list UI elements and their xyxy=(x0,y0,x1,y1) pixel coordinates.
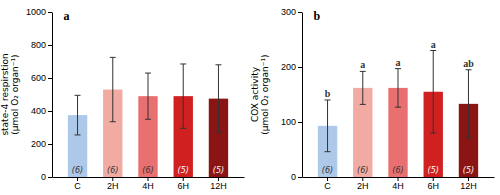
y-tick-mark xyxy=(48,144,52,145)
y-tick-mark xyxy=(48,177,52,178)
x-tick: 12H xyxy=(460,177,477,191)
sig-label: b xyxy=(325,88,331,99)
y-tick: 200 xyxy=(31,139,52,149)
sig-label: a xyxy=(396,57,401,68)
x-tick: 4H xyxy=(142,177,154,191)
panel-title: a xyxy=(64,9,70,23)
sig-label: ab xyxy=(463,58,474,69)
y-tick: 400 xyxy=(31,106,52,116)
sig-label: a xyxy=(431,39,436,50)
x-tick-label: 6H xyxy=(177,181,189,191)
x-tick: C xyxy=(74,177,81,191)
y-tick: 0 xyxy=(41,172,52,182)
n-label: (6) xyxy=(392,166,403,175)
y-tick-mark xyxy=(48,12,52,13)
y-axis-title: state-4 respirstion(μmol O₂ organ⁻¹) xyxy=(0,53,20,135)
error-bar xyxy=(145,73,151,119)
x-tick-label: 12H xyxy=(210,181,227,191)
x-tick-label: 12H xyxy=(460,181,477,191)
y-axis-line xyxy=(302,13,303,178)
y-axis-title: COX activity(μmol O₂ organ⁻¹) xyxy=(250,54,270,134)
y-tick-label: 600 xyxy=(31,73,46,83)
x-tick-label: 4H xyxy=(142,181,154,191)
plot-area xyxy=(68,57,228,177)
y-axis: 0 200 400 600 800 1000 xyxy=(26,7,53,182)
x-tick-label: 4H xyxy=(392,181,404,191)
n-label: (5) xyxy=(463,166,474,175)
y-tick: 800 xyxy=(31,40,52,50)
x-axis: C 2H 4H 6H 12H xyxy=(303,177,495,191)
x-tick-label: 2H xyxy=(107,181,119,191)
panel: 0 200 400 600 800 1000 C 2H 4H 6H 12H (6) (6) (6) (5) (… xyxy=(0,7,245,191)
y-tick-mark xyxy=(48,111,52,112)
panel: 0 100 200 300 C 2H 4H 6H 12H (6) (6) (6) (5) (5) b a a a a… xyxy=(250,7,495,191)
figure: 02004006008001000C2H4H6H12H(6)(6)(6)(5)(… xyxy=(0,0,500,195)
error-bar xyxy=(360,71,366,104)
error-bar xyxy=(325,100,331,152)
error-bar xyxy=(395,69,401,108)
y-tick: 100 xyxy=(281,117,302,127)
x-tick: 2H xyxy=(107,177,119,191)
error-bar xyxy=(110,57,116,121)
y-tick: 600 xyxy=(31,73,52,83)
x-tick-label: 6H xyxy=(427,181,439,191)
error-bar xyxy=(180,64,186,128)
y-tick-mark xyxy=(48,45,52,46)
x-tick-label: C xyxy=(324,181,331,191)
plot-area xyxy=(318,51,478,178)
n-label: (5) xyxy=(428,166,439,175)
y-tick-label: 800 xyxy=(31,40,46,50)
y-tick: 300 xyxy=(281,7,302,17)
y-tick-mark xyxy=(298,12,302,13)
y-tick-label: 0 xyxy=(41,172,46,182)
error-bar xyxy=(430,51,436,134)
y-tick-mark xyxy=(298,67,302,68)
y-tick-mark xyxy=(298,177,302,178)
x-tick-label: C xyxy=(74,181,81,191)
x-tick: 6H xyxy=(177,177,189,191)
n-label: (6) xyxy=(72,166,83,175)
y-tick: 200 xyxy=(281,62,302,72)
y-tick-label: 400 xyxy=(31,106,46,116)
y-tick-label: 200 xyxy=(31,139,46,149)
x-tick: 6H xyxy=(427,177,439,191)
y-tick-label: 100 xyxy=(281,117,296,127)
x-tick: 4H xyxy=(392,177,404,191)
x-tick: 12H xyxy=(210,177,227,191)
error-bar xyxy=(215,65,221,133)
y-tick-mark xyxy=(298,122,302,123)
n-label: (5) xyxy=(178,166,189,175)
y-tick-mark xyxy=(48,78,52,79)
n-label: (6) xyxy=(357,166,368,175)
n-label: (6) xyxy=(107,166,118,175)
x-axis: C 2H 4H 6H 12H xyxy=(53,177,245,191)
x-tick: C xyxy=(324,177,331,191)
y-tick-label: 0 xyxy=(291,172,296,182)
y-tick-label: 300 xyxy=(281,7,296,17)
y-tick-label: 200 xyxy=(281,62,296,72)
y-axis: 0 100 200 300 xyxy=(281,7,303,182)
y-tick: 0 xyxy=(291,172,302,182)
x-tick-label: 2H xyxy=(357,181,369,191)
y-axis-line xyxy=(52,13,53,178)
n-label: (6) xyxy=(142,166,153,175)
n-label: (5) xyxy=(213,166,224,175)
error-bar xyxy=(465,70,471,138)
x-tick: 2H xyxy=(357,177,369,191)
y-tick: 1000 xyxy=(26,7,52,17)
panel-title: b xyxy=(314,9,321,23)
error-bar xyxy=(75,95,81,135)
n-label: (6) xyxy=(322,166,333,175)
y-tick-label: 1000 xyxy=(26,7,46,17)
sig-label: a xyxy=(360,59,365,70)
